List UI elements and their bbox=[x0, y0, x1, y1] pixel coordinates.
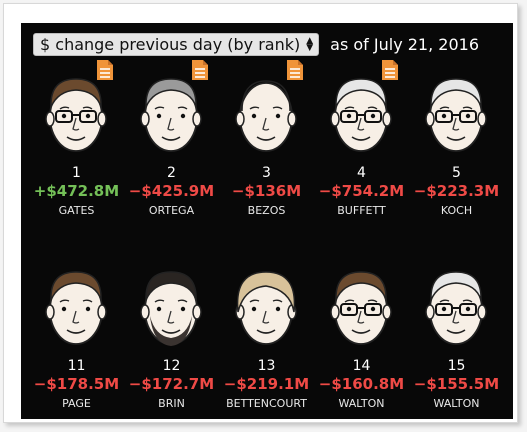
change-value: +$472.8M bbox=[33, 182, 120, 200]
rank-number: 11 bbox=[67, 358, 86, 374]
as-of-date: as of July 21, 2016 bbox=[330, 35, 479, 54]
select-value: $ change previous day (by rank) bbox=[40, 35, 301, 54]
change-value: −$178.5M bbox=[33, 375, 120, 393]
change-value: −$136M bbox=[231, 182, 302, 200]
portrait-caricature[interactable] bbox=[228, 73, 304, 157]
person-card[interactable]: 2 −$425.9M ORTEGA bbox=[124, 60, 219, 238]
portrait-caricature[interactable] bbox=[418, 73, 494, 157]
rank-number: 14 bbox=[352, 358, 371, 374]
person-card[interactable]: 3 −$136M BEZOS bbox=[219, 60, 314, 238]
person-name: WALTON bbox=[433, 397, 480, 410]
change-value: −$172.7M bbox=[128, 375, 215, 393]
rank-number: 12 bbox=[162, 358, 181, 374]
widget-frame: $ change previous day (by rank) ▲ ▼ as of… bbox=[3, 3, 518, 423]
rank-number: 2 bbox=[167, 165, 176, 181]
rank-number: 13 bbox=[257, 358, 276, 374]
change-value: −$155.5M bbox=[413, 375, 500, 393]
person-card[interactable]: 12 −$172.7M BRIN bbox=[124, 266, 219, 431]
document-icon[interactable] bbox=[381, 59, 399, 81]
person-name: BEZOS bbox=[247, 204, 286, 217]
billionaires-panel: $ change previous day (by rank) ▲ ▼ as of… bbox=[21, 23, 513, 419]
change-value: −$425.9M bbox=[128, 182, 215, 200]
document-icon[interactable] bbox=[286, 59, 304, 81]
person-name: ORTEGA bbox=[148, 204, 195, 217]
rank-number: 1 bbox=[72, 165, 81, 181]
change-value: −$160.8M bbox=[318, 375, 405, 393]
rank-number: 15 bbox=[447, 358, 466, 374]
person-name: BUFFETT bbox=[337, 204, 386, 217]
change-value: −$223.3M bbox=[413, 182, 500, 200]
person-name: WALTON bbox=[338, 397, 385, 410]
portrait-caricature[interactable] bbox=[228, 266, 304, 350]
person-card[interactable]: 14 −$160.8M WALTON bbox=[314, 266, 409, 431]
rank-number: 5 bbox=[452, 165, 461, 181]
portrait-caricature[interactable] bbox=[38, 73, 114, 157]
portrait-caricature[interactable] bbox=[133, 73, 209, 157]
portrait-caricature[interactable] bbox=[38, 266, 114, 350]
change-value: −$754.2M bbox=[318, 182, 405, 200]
person-name: BRIN bbox=[158, 397, 185, 410]
person-card[interactable]: 13 −$219.1M BETTENCOURT bbox=[219, 266, 314, 431]
portrait-caricature[interactable] bbox=[133, 266, 209, 350]
person-name: PAGE bbox=[62, 397, 91, 410]
person-card[interactable]: 11 −$178.5M PAGE bbox=[29, 266, 124, 431]
document-icon[interactable] bbox=[96, 59, 114, 81]
person-name: KOCH bbox=[440, 204, 473, 217]
portrait-caricature[interactable] bbox=[323, 266, 399, 350]
person-card[interactable]: 15 −$155.5M WALTON bbox=[409, 266, 504, 431]
document-icon[interactable] bbox=[191, 59, 209, 81]
sort-metric-select[interactable]: $ change previous day (by rank) ▲ ▼ bbox=[33, 33, 320, 56]
rank-number: 3 bbox=[262, 165, 271, 181]
person-name: BETTENCOURT bbox=[226, 397, 307, 410]
panel-header: $ change previous day (by rank) ▲ ▼ as of… bbox=[33, 32, 479, 57]
change-value: −$219.1M bbox=[223, 375, 310, 393]
person-card[interactable]: 4 −$754.2M BUFFETT bbox=[314, 60, 409, 238]
portrait-caricature[interactable] bbox=[323, 73, 399, 157]
portrait-caricature[interactable] bbox=[418, 266, 494, 350]
person-card[interactable]: 1 +$472.8M GATES bbox=[29, 60, 124, 238]
rank-number: 4 bbox=[357, 165, 366, 181]
select-arrows-icon: ▲ ▼ bbox=[306, 35, 314, 53]
person-card[interactable]: 5 −$223.3M KOCH bbox=[409, 73, 504, 238]
person-name: GATES bbox=[58, 204, 95, 217]
